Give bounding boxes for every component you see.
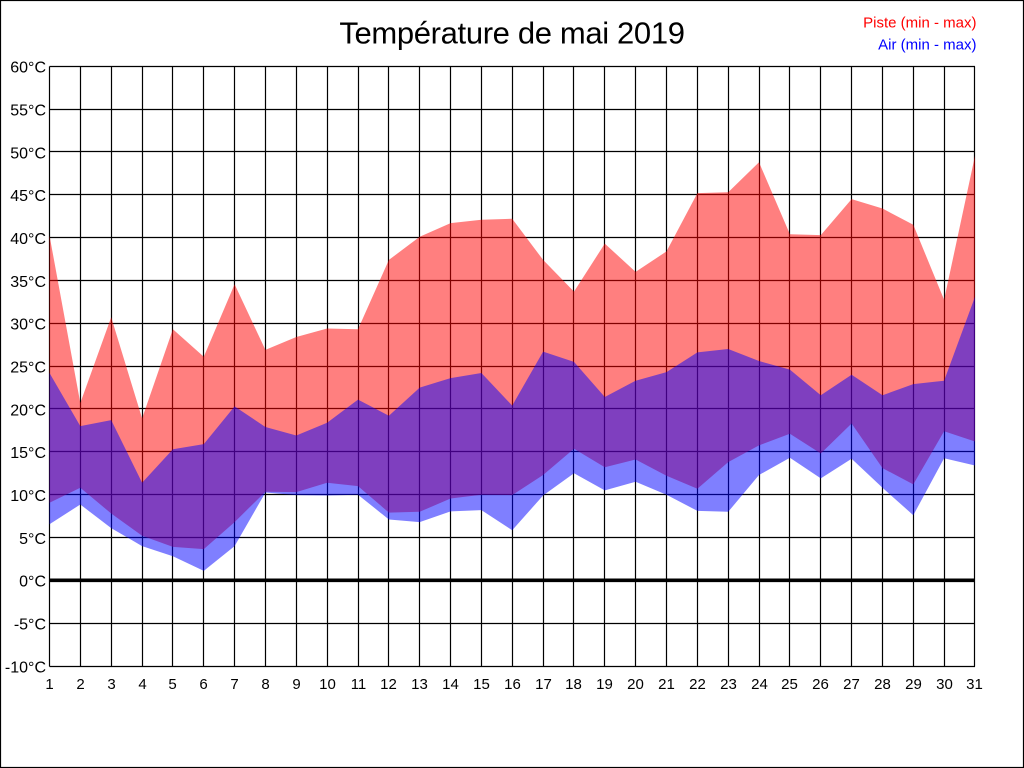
svg-text:30: 30	[936, 676, 953, 693]
svg-text:17: 17	[535, 676, 552, 693]
svg-text:28: 28	[874, 676, 891, 693]
svg-text:Air (min - max): Air (min - max)	[878, 36, 976, 53]
svg-text:25: 25	[781, 676, 798, 693]
svg-text:25°C: 25°C	[10, 359, 46, 376]
svg-text:3: 3	[107, 676, 115, 693]
svg-text:27: 27	[843, 676, 860, 693]
svg-text:23: 23	[720, 676, 737, 693]
svg-text:8: 8	[261, 676, 269, 693]
svg-text:20°C: 20°C	[10, 402, 46, 419]
svg-text:-10°C: -10°C	[5, 659, 46, 676]
svg-text:15: 15	[473, 676, 490, 693]
svg-text:22: 22	[689, 676, 706, 693]
svg-text:Piste (min - max): Piste (min - max)	[863, 15, 976, 32]
svg-text:-5°C: -5°C	[14, 616, 46, 633]
svg-text:5°C: 5°C	[19, 531, 46, 548]
svg-text:1: 1	[45, 676, 53, 693]
svg-text:18: 18	[565, 676, 582, 693]
svg-text:35°C: 35°C	[10, 274, 46, 291]
svg-text:12: 12	[380, 676, 397, 693]
svg-text:19: 19	[596, 676, 613, 693]
svg-text:7: 7	[230, 676, 238, 693]
svg-text:5: 5	[168, 676, 176, 693]
svg-text:10: 10	[319, 676, 336, 693]
svg-text:20: 20	[627, 676, 644, 693]
svg-text:50°C: 50°C	[10, 145, 46, 162]
svg-text:26: 26	[812, 676, 829, 693]
svg-text:24: 24	[751, 676, 768, 693]
svg-text:60°C: 60°C	[10, 60, 46, 77]
svg-text:Température de mai 2019: Température de mai 2019	[339, 16, 684, 51]
svg-text:10°C: 10°C	[10, 488, 46, 505]
svg-text:13: 13	[411, 676, 428, 693]
svg-text:0°C: 0°C	[19, 574, 46, 591]
svg-text:11: 11	[351, 676, 367, 693]
svg-text:29: 29	[905, 676, 922, 693]
svg-text:30°C: 30°C	[10, 317, 46, 334]
svg-text:16: 16	[504, 676, 521, 693]
svg-text:21: 21	[658, 676, 675, 693]
svg-text:2: 2	[76, 676, 84, 693]
svg-text:40°C: 40°C	[10, 231, 46, 248]
svg-text:14: 14	[442, 676, 459, 693]
svg-text:4: 4	[138, 676, 146, 693]
svg-text:31: 31	[966, 676, 983, 693]
svg-text:45°C: 45°C	[10, 188, 46, 205]
svg-text:6: 6	[199, 676, 207, 693]
svg-text:55°C: 55°C	[10, 102, 46, 119]
svg-text:15°C: 15°C	[10, 445, 46, 462]
svg-text:9: 9	[292, 676, 300, 693]
